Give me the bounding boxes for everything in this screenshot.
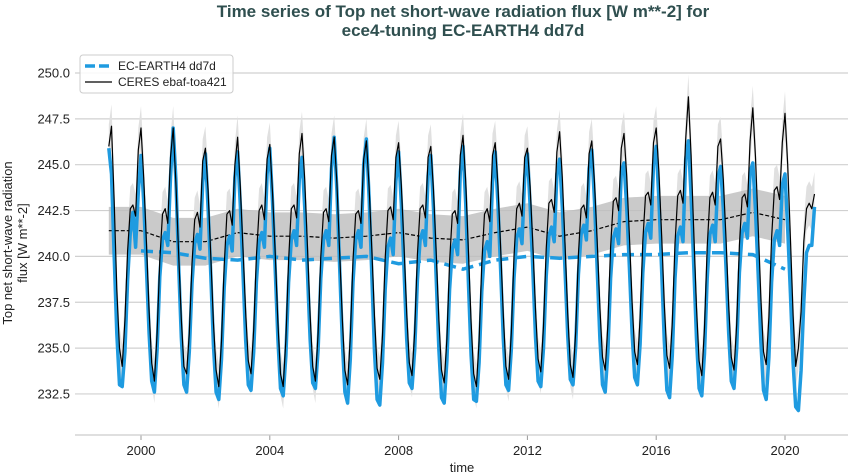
x-tick-labels: 2000 2004 2008 2012 2016 2020	[127, 435, 800, 458]
y-tick-label: 245.0	[37, 157, 70, 172]
y-tick-label: 235.0	[37, 341, 70, 356]
chart-title-line-2: ece4-tuning EC-EARTH4 dd7d	[342, 21, 585, 40]
y-tick-label: 247.5	[37, 111, 70, 126]
x-tick-label: 2012	[513, 443, 542, 458]
y-tick-label: 232.5	[37, 386, 70, 401]
plot-area	[107, 74, 817, 413]
legend: EC-EARTH4 dd7d CERES ebaf-toa421	[79, 54, 234, 94]
y-axis-label-line-2: flux [W m**-2]	[15, 203, 30, 282]
obs-annual-mean-line	[108, 211, 786, 243]
y-tick-labels: 232.5 235.0 237.5 240.0 242.5 245.0 247.5 250.0	[37, 66, 70, 402]
model-monthly-line	[107, 126, 817, 413]
x-tick-label: 2004	[255, 443, 284, 458]
x-tick-label: 2016	[642, 443, 671, 458]
legend-label-obs: CERES ebaf-toa421	[118, 75, 227, 89]
x-tick-label: 2008	[384, 443, 413, 458]
y-tick-label: 242.5	[37, 203, 70, 218]
obs-monthly-line	[108, 96, 816, 388]
x-tick-label: 2000	[127, 443, 156, 458]
y-tick-label: 237.5	[37, 295, 70, 310]
legend-label-model: EC-EARTH4 dd7d	[118, 59, 216, 73]
y-axis-label-line-1: Top net short-wave radiation	[0, 161, 15, 324]
x-tick-label: 2020	[771, 443, 800, 458]
y-tick-label: 250.0	[37, 66, 70, 81]
y-tick-label: 240.0	[37, 249, 70, 264]
chart-title-line-1: Time series of Top net short-wave radiat…	[217, 2, 710, 21]
obs-annual-mean-band	[108, 188, 786, 266]
x-axis-label: time	[450, 460, 475, 474]
